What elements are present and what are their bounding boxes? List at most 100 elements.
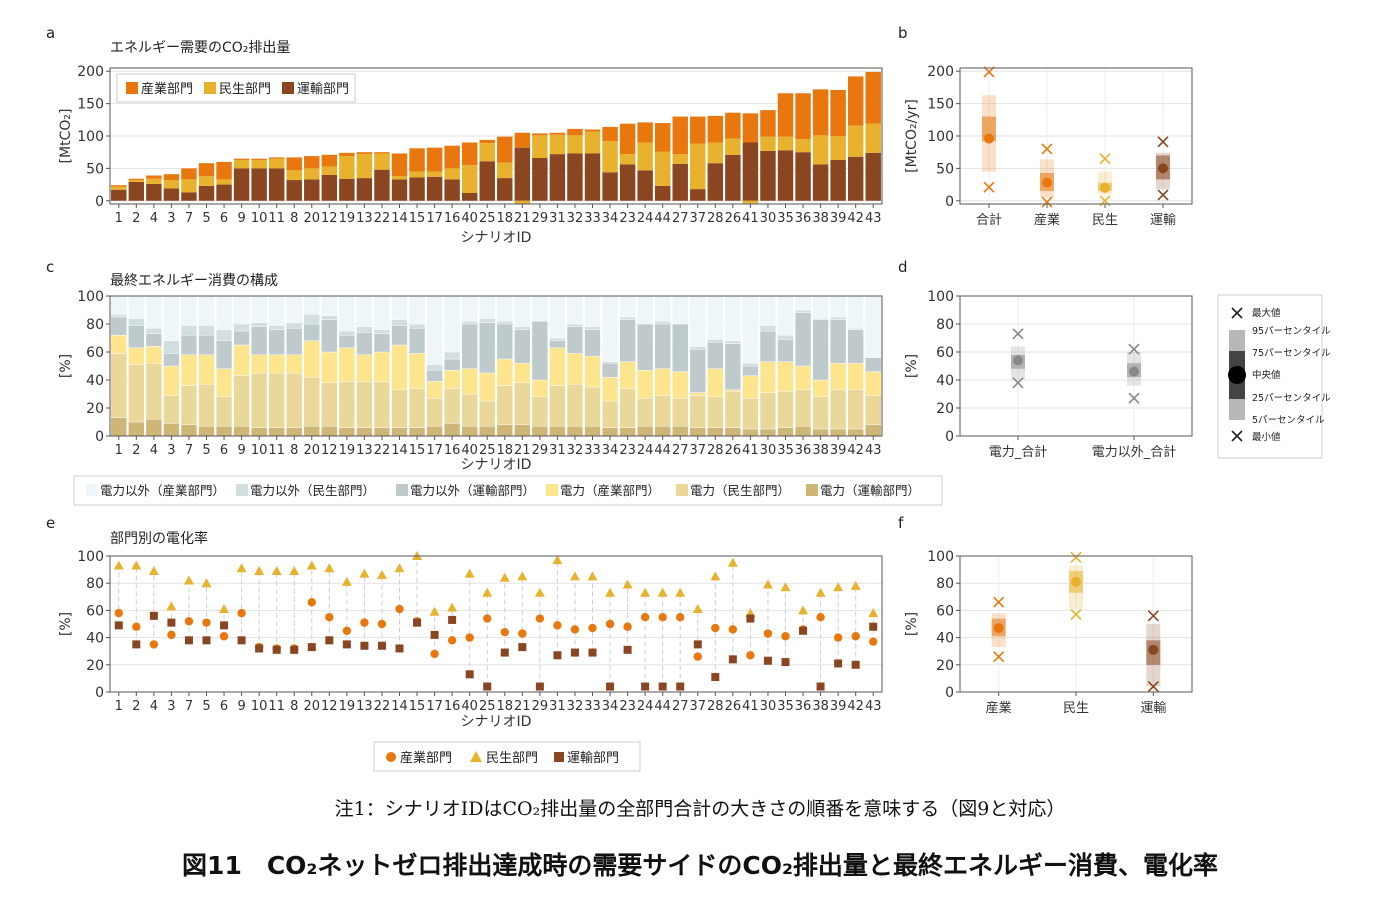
bar-segment: [338, 427, 355, 437]
x-tick-label: 7: [185, 211, 193, 226]
bar-segment: [216, 179, 232, 185]
bar-segment: [830, 316, 847, 320]
bar-segment: [128, 347, 145, 365]
y-tick-label: 80: [86, 576, 104, 592]
point-residential: [341, 576, 352, 586]
bar-segment: [233, 426, 250, 437]
bar-segment: [303, 426, 320, 437]
bar-segment: [847, 363, 864, 391]
x-tick-label: 32: [567, 443, 584, 458]
bar-segment: [461, 192, 478, 201]
y-tick-label: 200: [77, 64, 104, 80]
figure-note: 注1：シナリオIDはCO₂排出量の全部門合計の大きさの順番を意味する（図9と対応…: [334, 798, 1066, 820]
bar-segment: [216, 161, 232, 180]
bar-segment: [163, 423, 180, 437]
point-residential: [640, 587, 651, 597]
bar-segment: [233, 323, 250, 332]
x-tick-label: 15: [409, 443, 426, 458]
bar-segment: [865, 295, 882, 358]
x-tick-label: 8: [290, 699, 298, 714]
bar-segment: [110, 314, 127, 318]
bar-segment: [742, 428, 759, 437]
bar-segment: [145, 328, 162, 335]
x-tick-label: 42: [847, 211, 864, 226]
bar-segment: [619, 154, 636, 165]
bar-segment: [286, 295, 303, 323]
x-tick-label: 20: [303, 211, 320, 226]
y-axis-label: [%]: [58, 612, 74, 636]
panel-letter: c: [46, 258, 54, 276]
bar-segment: [865, 371, 882, 396]
x-tick-label: 4: [150, 443, 158, 458]
x-tick-label: 7: [185, 443, 193, 458]
panel-c-title: 最終エネルギー消費の構成: [110, 273, 278, 289]
bar-segment: [497, 136, 513, 163]
bar-segment: [426, 381, 443, 399]
point-industry: [711, 623, 720, 633]
x-tick-label: 36: [795, 211, 812, 226]
x-tick-label: 8: [290, 443, 298, 458]
y-tick-label: 0: [95, 194, 104, 210]
point-transport: [711, 673, 720, 682]
bar-segment: [497, 178, 513, 201]
bar-segment: [181, 179, 197, 193]
point-transport: [869, 622, 878, 631]
x-tick-label: 24: [637, 699, 654, 714]
legend-marker-transport: [554, 752, 564, 762]
bar-segment: [812, 428, 829, 437]
x-tick-label: 17: [426, 699, 443, 714]
bar-segment: [356, 332, 373, 355]
x-tick-label: 34: [602, 211, 619, 226]
x-tick-label: 41: [742, 699, 759, 714]
plot-border: [959, 555, 1193, 693]
y-tick-label: 60: [936, 345, 954, 361]
point-residential: [798, 605, 809, 615]
x-tick-label: 17: [426, 443, 443, 458]
x-axis-label: シナリオID: [461, 714, 532, 730]
bar-segment: [409, 148, 425, 172]
x-tick-label: 30: [760, 443, 777, 458]
bar-segment: [408, 353, 426, 389]
bar-segment: [689, 295, 706, 347]
bar-segment: [391, 176, 408, 180]
bar-segment: [286, 328, 303, 356]
bar-segment: [566, 323, 584, 327]
bar-segment: [794, 389, 812, 427]
point-transport: [325, 636, 334, 645]
point-industry: [535, 614, 545, 623]
point-industry: [377, 619, 387, 629]
bar-segment: [830, 136, 846, 160]
bar-segment: [233, 158, 250, 160]
point-industry: [219, 632, 229, 641]
bar-segment: [777, 335, 794, 340]
bar-segment: [601, 427, 619, 437]
point-industry: [132, 622, 141, 631]
bar-segment: [601, 377, 619, 402]
x-tick-label: 1: [115, 699, 123, 714]
x-tick-label: 44: [654, 699, 671, 714]
bar-segment: [847, 76, 864, 126]
box-legend-label: 75パーセンタイル: [1252, 348, 1331, 359]
point-industry: [833, 633, 843, 642]
point-transport: [606, 682, 615, 691]
x-tick-label: 22: [374, 211, 391, 226]
x-tick-label: 40: [461, 699, 478, 714]
bar-segment: [128, 180, 145, 182]
point-industry: [518, 629, 527, 638]
bar-segment: [584, 153, 601, 201]
bar-segment: [760, 150, 776, 201]
x-tick-label: 11: [268, 443, 285, 458]
x-tick-label: 44: [654, 211, 671, 226]
box-legend-label: 25パーセンタイル: [1252, 393, 1331, 404]
point-industry: [553, 621, 562, 630]
legend-swatch: [236, 484, 248, 496]
bar-segment: [321, 295, 338, 316]
bar-segment: [865, 152, 881, 201]
bar-segment: [198, 185, 215, 201]
x-tick-label: 合計: [976, 212, 1002, 228]
bar-segment: [531, 321, 548, 381]
bar-segment: [637, 398, 654, 427]
bar-segment: [724, 391, 741, 428]
point-transport: [570, 648, 579, 657]
